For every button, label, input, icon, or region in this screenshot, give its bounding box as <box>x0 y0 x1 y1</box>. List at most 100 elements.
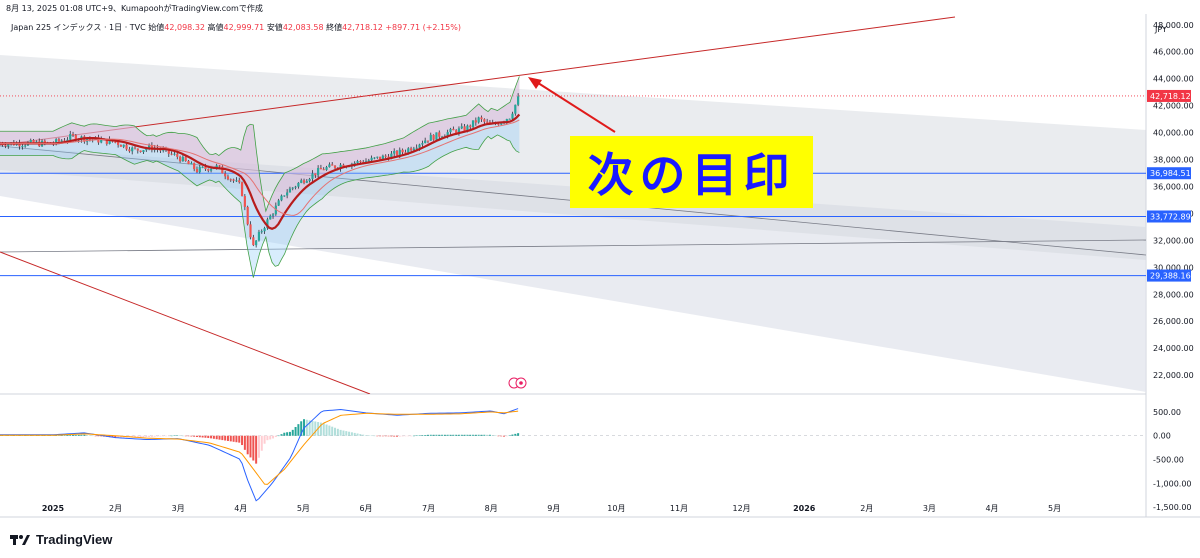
candle-body[interactable] <box>435 132 438 140</box>
candle-body[interactable] <box>452 128 455 131</box>
candle-body[interactable] <box>204 166 207 170</box>
candle-body[interactable] <box>176 153 179 157</box>
candle-body[interactable] <box>159 149 162 151</box>
candle-body[interactable] <box>178 156 182 162</box>
candle-body[interactable] <box>209 168 213 171</box>
candle-body[interactable] <box>167 148 170 154</box>
candle-body[interactable] <box>229 179 232 181</box>
candle-body[interactable] <box>407 148 410 153</box>
candle-body[interactable] <box>147 145 151 149</box>
candle-body[interactable] <box>446 132 449 137</box>
candle-body[interactable] <box>122 144 125 147</box>
candle-body[interactable] <box>370 157 373 161</box>
candle-body[interactable] <box>221 166 224 174</box>
candle-body[interactable] <box>218 165 221 167</box>
candle-body[interactable] <box>500 122 503 125</box>
candle-body[interactable] <box>409 148 413 151</box>
candle-body[interactable] <box>398 149 401 156</box>
candle-body[interactable] <box>133 147 137 149</box>
candle-body[interactable] <box>266 219 269 229</box>
candle-body[interactable] <box>43 140 46 143</box>
candle-body[interactable] <box>170 153 173 155</box>
candle-body[interactable] <box>359 161 362 163</box>
symbol-name[interactable]: Japan 225 インデックス · 1日 · TVC <box>11 23 146 32</box>
candle-body[interactable] <box>469 125 472 128</box>
macd-axis[interactable]: 500.00 0.00 -500.00 -1,000.00 -1,500.00 <box>1153 408 1192 512</box>
candle-body[interactable] <box>66 139 69 141</box>
candle-body[interactable] <box>474 120 477 123</box>
candle-body[interactable] <box>449 128 452 133</box>
candle-body[interactable] <box>415 147 418 149</box>
candle-body[interactable] <box>457 128 461 134</box>
candle-body[interactable] <box>424 140 427 144</box>
candle-body[interactable] <box>108 139 111 144</box>
candle-body[interactable] <box>300 180 303 183</box>
candle-body[interactable] <box>57 139 61 142</box>
candle-body[interactable] <box>69 134 72 140</box>
price-axis[interactable]: 48,000.00 46,000.00 44,000.00 42,000.00 40,0… <box>1153 21 1194 380</box>
candle-body[interactable] <box>471 120 475 128</box>
candle-body[interactable] <box>238 180 241 183</box>
candle-body[interactable] <box>224 173 227 177</box>
candle-body[interactable] <box>277 200 280 206</box>
candle-body[interactable] <box>328 164 331 168</box>
candle-body[interactable] <box>480 117 483 120</box>
candle-body[interactable] <box>193 163 196 170</box>
candle-body[interactable] <box>63 140 66 142</box>
candle-body[interactable] <box>100 139 103 143</box>
candle-body[interactable] <box>381 155 385 160</box>
candle-body[interactable] <box>286 192 289 196</box>
candle-body[interactable] <box>114 141 117 143</box>
candle-body[interactable] <box>142 150 145 153</box>
candle-body[interactable] <box>432 134 435 140</box>
candle-body[interactable] <box>505 119 508 122</box>
candle-body[interactable] <box>418 144 421 148</box>
candle-body[interactable] <box>235 180 238 182</box>
candle-body[interactable] <box>455 130 458 134</box>
candle-body[interactable] <box>378 156 382 160</box>
candle-body[interactable] <box>331 164 334 166</box>
candle-body[interactable] <box>173 153 176 155</box>
candle-body[interactable] <box>314 173 317 176</box>
candle-body[interactable] <box>429 134 432 141</box>
candle-body[interactable] <box>477 117 480 123</box>
candle-body[interactable] <box>226 176 230 180</box>
candle-body[interactable] <box>390 153 393 160</box>
candle-body[interactable] <box>463 126 466 132</box>
candle-body[interactable] <box>339 164 342 169</box>
candle-body[interactable] <box>367 160 370 162</box>
candle-body[interactable] <box>308 178 311 182</box>
candle-body[interactable] <box>271 214 275 216</box>
candle-body[interactable] <box>269 215 272 220</box>
candle-body[interactable] <box>311 173 314 179</box>
candle-body[interactable] <box>291 187 294 189</box>
candle-body[interactable] <box>88 139 92 141</box>
candle-body[interactable] <box>181 156 184 162</box>
candle-body[interactable] <box>376 156 379 158</box>
candle-body[interactable] <box>4 145 7 147</box>
candle-body[interactable] <box>71 134 75 136</box>
time-axis[interactable]: 2025 2月 3月 4月 5月 6月 7月 8月 9月 10月 11月 12月 2026 2月 3月 4月 5… <box>42 504 1061 513</box>
candle-body[interactable] <box>426 140 430 142</box>
candle-body[interactable] <box>125 144 128 150</box>
candle-body[interactable] <box>7 143 10 147</box>
candle-body[interactable] <box>421 143 424 145</box>
candle-body[interactable] <box>24 145 27 147</box>
candle-body[interactable] <box>55 139 58 144</box>
candle-body[interactable] <box>325 167 328 170</box>
tradingview-logo[interactable]: TradingView <box>10 531 112 547</box>
candle-body[interactable] <box>252 237 255 246</box>
candle-body[interactable] <box>21 145 24 147</box>
candle-body[interactable] <box>119 144 123 147</box>
candle-body[interactable] <box>280 195 283 201</box>
candle-body[interactable] <box>257 231 261 241</box>
candle-body[interactable] <box>404 152 407 154</box>
candle-body[interactable] <box>305 181 308 183</box>
candle-body[interactable] <box>207 169 210 171</box>
candle-body[interactable] <box>393 151 396 154</box>
candle-body[interactable] <box>342 164 345 168</box>
candle-body[interactable] <box>333 165 337 168</box>
candle-body[interactable] <box>249 224 252 238</box>
candle-body[interactable] <box>139 150 142 153</box>
candle-body[interactable] <box>353 162 356 164</box>
